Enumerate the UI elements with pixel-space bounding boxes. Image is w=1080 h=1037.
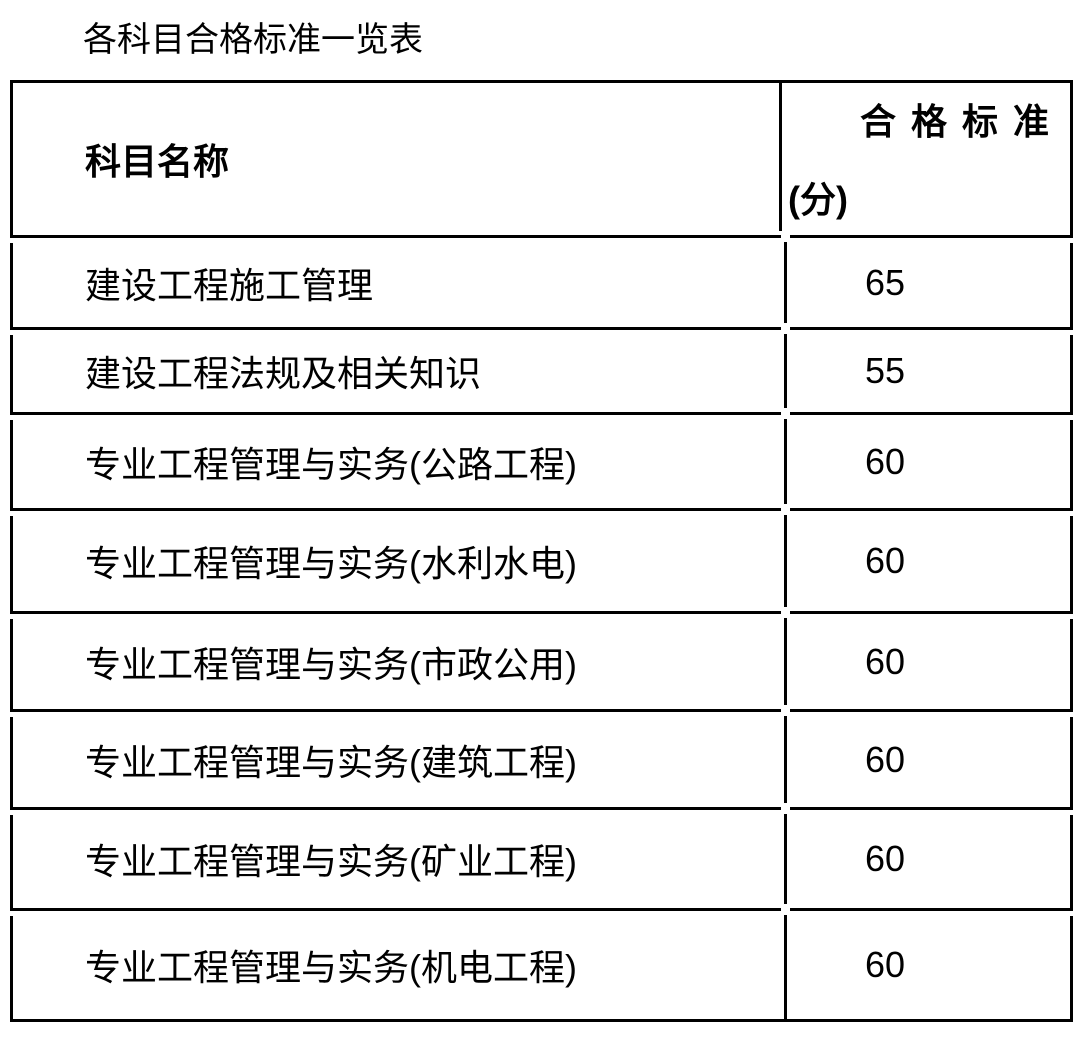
score-value: 60 xyxy=(865,540,906,581)
table-row: 专业工程管理与实务(水利水电) 60 xyxy=(10,508,1073,611)
cell-score: 60 xyxy=(787,614,1073,709)
header-cell-score: 合格标准 (分) xyxy=(782,83,1070,235)
cell-score: 60 xyxy=(787,911,1073,1019)
cell-score: 55 xyxy=(787,330,1073,412)
header-cell-subject: 科目名称 xyxy=(13,83,782,235)
cell-score: 60 xyxy=(787,810,1073,908)
table-row: 专业工程管理与实务(机电工程) 60 xyxy=(10,908,1073,1019)
header-subject-label: 科目名称 xyxy=(85,141,230,182)
score-value: 60 xyxy=(865,838,906,879)
table-row: 专业工程管理与实务(矿业工程) 60 xyxy=(10,807,1073,908)
cell-score: 60 xyxy=(787,511,1073,611)
cell-subject: 专业工程管理与实务(矿业工程) xyxy=(13,810,787,908)
subject-text: 专业工程管理与实务(机电工程) xyxy=(85,947,577,988)
cell-subject: 建设工程法规及相关知识 xyxy=(13,330,787,412)
page-title: 各科目合格标准一览表 xyxy=(83,21,423,59)
score-value: 60 xyxy=(865,440,906,482)
subject-text: 专业工程管理与实务(公路工程) xyxy=(85,443,577,485)
score-value: 60 xyxy=(865,944,906,985)
score-value: 55 xyxy=(865,350,906,391)
subject-text: 专业工程管理与实务(矿业工程) xyxy=(85,841,577,882)
cell-score: 65 xyxy=(787,238,1073,327)
table-header-row: 科目名称 合格标准 (分) xyxy=(13,83,1070,235)
table-row: 建设工程法规及相关知识 55 xyxy=(10,327,1073,412)
subject-text: 专业工程管理与实务(建筑工程) xyxy=(85,741,577,783)
header-score-label: 合格标准 xyxy=(859,101,1064,142)
table-row: 专业工程管理与实务(建筑工程) 60 xyxy=(10,709,1073,807)
cell-subject: 专业工程管理与实务(建筑工程) xyxy=(13,712,787,807)
cell-score: 60 xyxy=(787,712,1073,807)
cell-score: 60 xyxy=(787,415,1073,508)
subject-text: 专业工程管理与实务(市政公用) xyxy=(85,643,577,685)
cell-subject: 专业工程管理与实务(机电工程) xyxy=(13,911,787,1019)
subject-text: 专业工程管理与实务(水利水电) xyxy=(85,543,577,584)
score-value: 65 xyxy=(865,261,906,303)
table-row: 专业工程管理与实务(公路工程) 60 xyxy=(10,412,1073,508)
score-value: 60 xyxy=(865,640,906,682)
score-value: 60 xyxy=(865,738,906,780)
cell-subject: 专业工程管理与实务(公路工程) xyxy=(13,415,787,508)
cell-subject: 建设工程施工管理 xyxy=(13,238,787,327)
table-row: 建设工程施工管理 65 xyxy=(10,235,1073,327)
header-score-unit: (分) xyxy=(787,179,848,220)
cell-subject: 专业工程管理与实务(水利水电) xyxy=(13,511,787,611)
table-row: 专业工程管理与实务(市政公用) 60 xyxy=(10,611,1073,709)
subject-text: 建设工程法规及相关知识 xyxy=(85,353,482,394)
pass-standard-table: 科目名称 合格标准 (分) 建设工程施工管理 65 建设工程法规及相关知识 55 xyxy=(10,80,1073,1022)
cell-subject: 专业工程管理与实务(市政公用) xyxy=(13,614,787,709)
subject-text: 建设工程施工管理 xyxy=(85,264,374,306)
